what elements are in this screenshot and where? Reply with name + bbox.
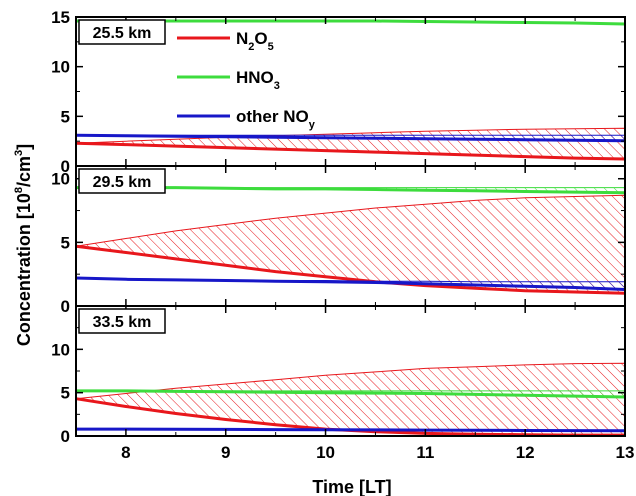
- x-tick-label: 10: [316, 443, 335, 462]
- y-tick-label: 5: [61, 107, 70, 126]
- y-tick-label: 0: [61, 157, 70, 176]
- panel-label-text: 29.5 km: [93, 174, 152, 191]
- panel-2: 0 5 10 29.5 km: [51, 165, 626, 316]
- y-tick-label: 10: [51, 340, 70, 359]
- legend-label-hno3: HNO3: [236, 68, 280, 92]
- y-tick-label: 0: [61, 427, 70, 446]
- y-tick-label: 5: [61, 233, 70, 252]
- legend: N2O5 HNO3 other NOy: [177, 29, 316, 131]
- legend-label-n2o5: N2O5: [236, 29, 274, 53]
- panel-label-box: [78, 19, 166, 45]
- series-n2o5-panel-1: [75, 141, 626, 161]
- x-axis-tick-labels: 8 9 10 11 12 13: [121, 443, 634, 462]
- series-hno3-panel-2: [76, 186, 626, 195]
- y-axis-title: Concentration [108/cm3]: [13, 144, 34, 346]
- panel-label-box: [78, 308, 166, 334]
- panel-label-3: 33.5 km: [78, 308, 166, 334]
- panel-1: 0 5 10 15 25.5 km: [51, 8, 626, 176]
- y-tick-label: 5: [61, 384, 70, 403]
- series-other-panel-3: [76, 427, 626, 433]
- panel-3: 0 5 10 33.5 km: [51, 305, 626, 446]
- series-n2o5-panel-2: [75, 244, 626, 295]
- panel-label-2: 29.5 km: [78, 168, 166, 194]
- x-axis-title: Time [LT]: [312, 477, 391, 496]
- plot-panels: 0 5 10 15 25.5 km 0 5 10 29.5 km 0 5 10 33.5 km: [51, 8, 626, 446]
- y-tick-label: 10: [51, 170, 70, 189]
- series-hno3-panel-1: [76, 19, 626, 26]
- legend-label-other: other NOy: [236, 107, 316, 131]
- panel-label-text: 25.5 km: [93, 25, 152, 42]
- x-tick-label: 12: [516, 443, 535, 462]
- panel-label-box: [78, 168, 166, 194]
- x-tick-label: 8: [121, 443, 130, 462]
- y-tick-label: 15: [51, 8, 70, 27]
- y-tick-label: 10: [51, 58, 70, 77]
- panel-label-1: 25.5 km: [78, 19, 166, 45]
- series-hno3-panel-3: [76, 389, 626, 399]
- series-other-panel-2: [75, 276, 626, 291]
- y-tick-label: 0: [61, 297, 70, 316]
- x-tick-label: 11: [416, 443, 434, 462]
- panel-label-text: 33.5 km: [93, 314, 152, 331]
- x-tick-label: 13: [616, 443, 635, 462]
- series-other-panel-1: [75, 133, 626, 143]
- x-tick-label: 9: [221, 443, 230, 462]
